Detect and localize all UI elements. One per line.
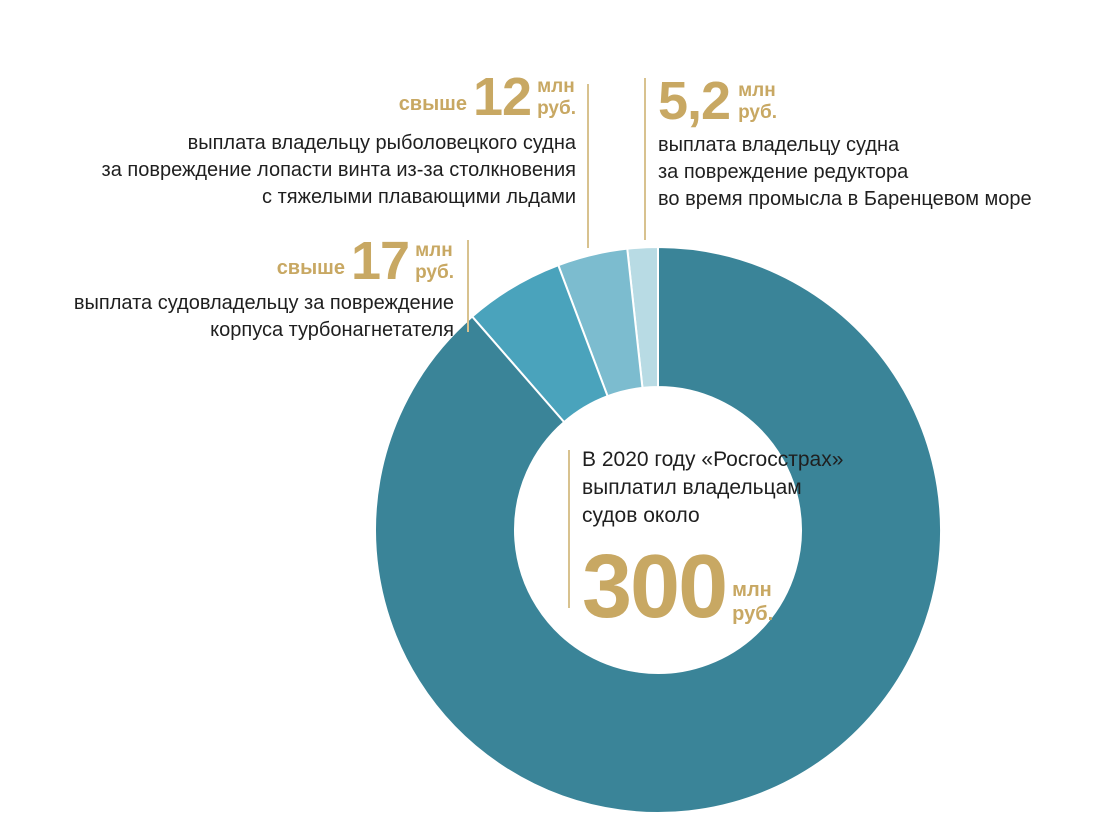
center-description: В 2020 году «Росгосстрах» выплатил владе… — [582, 448, 844, 527]
callout-unit: млн руб. — [738, 80, 778, 123]
callout-description: выплата судовладельцу за повреждение кор… — [73, 292, 454, 341]
callout-description: выплата владельцу судна за повреждение р… — [658, 134, 1032, 210]
callout-divider-17 — [467, 240, 469, 332]
callout-value: 5,2 — [658, 71, 731, 131]
center-total-value: 300 — [582, 537, 728, 637]
callout-divider-12 — [587, 84, 589, 248]
callout-unit: млн руб. — [415, 240, 454, 283]
callout-divider-5-2 — [644, 78, 646, 240]
callout-prefix: свыше — [398, 93, 467, 115]
callout-5-2: 5,2 млн руб. выплата владельцу судна за … — [658, 74, 1098, 213]
callout-12: свыше 12 млн руб. выплата владельцу рыбо… — [20, 70, 576, 211]
callout-prefix: свыше — [276, 257, 345, 279]
center-total-unit: млн руб. — [732, 579, 774, 625]
callout-value: 17 — [350, 231, 410, 291]
donut-slice-3 — [374, 245, 942, 814]
donut-center-label: В 2020 году «Росгосстрах» выплатил владе… — [582, 446, 882, 632]
callout-value: 12 — [472, 67, 532, 127]
callout-description: выплата владельцу рыболовецкого судна за… — [101, 132, 576, 208]
callout-unit: млн руб. — [537, 76, 576, 119]
center-divider — [568, 450, 570, 608]
callout-17: свыше 17 млн руб. выплата судовладельцу … — [10, 234, 454, 344]
